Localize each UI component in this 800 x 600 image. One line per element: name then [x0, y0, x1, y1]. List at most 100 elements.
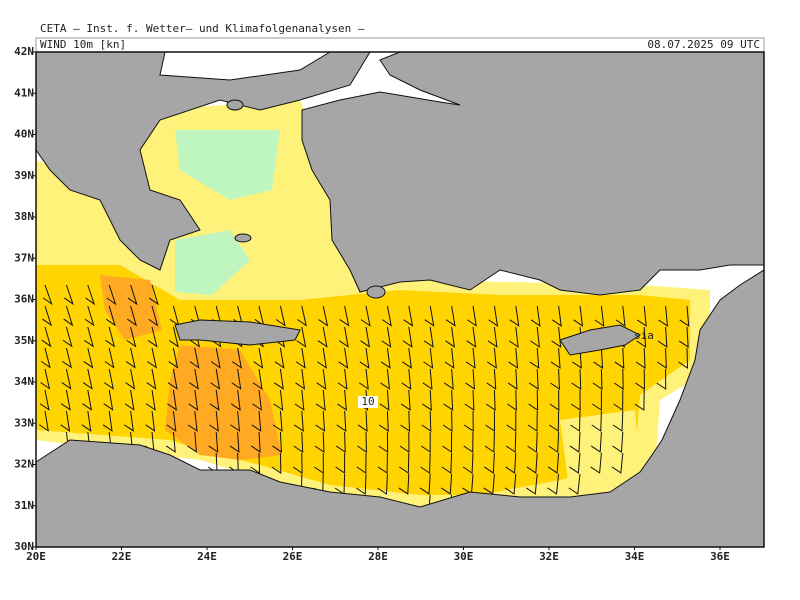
wind-barb: [314, 452, 324, 474]
wind-barb: [335, 452, 346, 474]
wind-barb: [592, 368, 603, 390]
wind-barb: [209, 389, 220, 411]
wind-barb: [615, 305, 626, 327]
lat-label: 42N: [14, 45, 34, 58]
wind-barb: [678, 347, 689, 369]
wind-barb: [41, 326, 52, 348]
wind-barb: [635, 347, 646, 369]
wind-barb: [466, 326, 477, 348]
wind-barb: [357, 431, 367, 453]
wind-barb: [208, 431, 219, 453]
wind-barb: [612, 431, 624, 453]
wind-barb: [657, 326, 668, 348]
wind-barb: [568, 473, 581, 495]
wind-barb: [293, 431, 304, 453]
land-rhodes: [366, 285, 386, 299]
wind-barb: [315, 410, 326, 432]
wind-barb: [614, 347, 625, 369]
wind-barb: [377, 452, 388, 474]
wind-barb: [528, 389, 539, 411]
wind-barb: [42, 284, 53, 306]
wind-barb: [62, 347, 73, 369]
land-anatolia: [301, 51, 765, 296]
wind-barb: [402, 326, 413, 348]
wind-barb: [398, 473, 410, 495]
wind-barb: [508, 326, 519, 348]
wind-barb: [378, 431, 389, 453]
wind-barb: [230, 410, 241, 432]
wind-barb: [188, 389, 199, 411]
wind-barb: [570, 410, 581, 432]
contour-label: 10: [361, 395, 374, 408]
wind-barb: [590, 452, 602, 474]
lon-label: 32E: [539, 550, 559, 563]
wind-barb: [420, 431, 431, 453]
wind-barb: [209, 410, 219, 432]
wind-barb: [106, 284, 117, 306]
lat-label: 30N: [14, 540, 34, 553]
wind-barb: [530, 326, 540, 348]
wind-barb: [550, 368, 560, 390]
wind-barb: [487, 347, 497, 369]
wind-barb: [295, 368, 306, 390]
wind-barbs: [39, 284, 690, 516]
wind-barb: [251, 410, 262, 432]
wind-barb: [42, 305, 53, 327]
wind-barb: [358, 368, 369, 390]
place-label: sia: [634, 329, 654, 342]
wind-barb: [337, 389, 347, 411]
wind-barb: [168, 347, 179, 369]
wind-barb: [592, 389, 602, 411]
wind-barb: [403, 305, 414, 327]
lon-label: 30E: [454, 550, 474, 563]
wind-barb: [527, 410, 538, 432]
land-island: [226, 99, 244, 111]
wind-barb: [441, 473, 453, 495]
wind-barb: [463, 410, 474, 432]
lat-label: 34N: [14, 375, 34, 388]
wind-barb: [442, 431, 453, 453]
wind-barb: [551, 305, 562, 327]
wind-barb: [551, 326, 562, 348]
wind-barb: [166, 410, 177, 432]
wind-barb: [147, 347, 157, 369]
wind-barb: [549, 389, 560, 411]
wind-barb: [273, 389, 284, 411]
wind-barb: [657, 347, 667, 369]
wind-barb: [335, 431, 346, 453]
wind-barb: [441, 452, 453, 474]
wind-barb: [316, 368, 327, 390]
wind-barb: [462, 452, 474, 474]
wind-barb: [486, 368, 497, 390]
wind-barb: [484, 452, 495, 474]
wind-barb: [148, 305, 159, 327]
wind-barb: [355, 473, 367, 495]
lon-label: 36E: [710, 550, 730, 563]
wind-barb: [39, 410, 49, 432]
wind-barb: [252, 389, 262, 411]
wind-barb: [445, 305, 456, 327]
lon-label: 26E: [283, 550, 303, 563]
wind-field-strong: [165, 345, 282, 460]
wind-barb: [378, 410, 389, 432]
wind-barb: [275, 305, 286, 327]
wind-barb: [590, 431, 602, 453]
wind-barb: [146, 368, 157, 390]
lat-label: 32N: [14, 458, 34, 471]
wind-barb: [165, 431, 176, 453]
wind-barb: [399, 452, 410, 474]
wind-barb: [442, 410, 453, 432]
wind-barb: [593, 347, 604, 369]
wind-barb: [573, 305, 584, 327]
wind-barb: [148, 284, 159, 306]
wind-barb: [104, 347, 115, 369]
wind-barb: [504, 473, 517, 495]
wind-barb: [377, 473, 388, 495]
wind-barb: [168, 326, 179, 348]
wind-barb: [274, 347, 285, 369]
wind-barb: [339, 305, 350, 327]
wind-barb: [380, 368, 391, 390]
wind-barb: [444, 347, 455, 369]
wind-barb: [230, 389, 241, 411]
